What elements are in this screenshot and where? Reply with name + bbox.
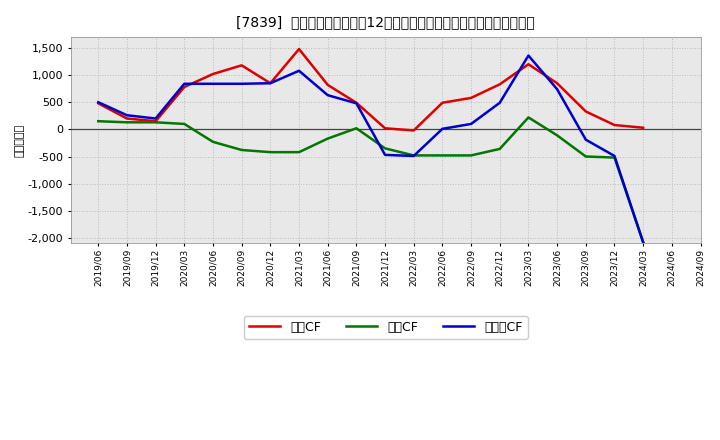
投資CF xyxy=(266,150,274,155)
Line: 投資CF: 投資CF xyxy=(99,117,643,242)
投資CF xyxy=(381,146,390,151)
営業CF xyxy=(639,125,647,130)
営業CF xyxy=(266,81,274,86)
営業CF xyxy=(467,95,475,100)
投資CF xyxy=(151,120,160,125)
フリーCF xyxy=(553,87,562,92)
投資CF xyxy=(238,147,246,153)
フリーCF xyxy=(323,92,332,98)
フリーCF xyxy=(410,153,418,158)
フリーCF xyxy=(266,81,274,86)
フリーCF xyxy=(294,68,303,73)
営業CF xyxy=(323,82,332,88)
営業CF xyxy=(122,116,131,121)
Title: [7839]  キャッシュフローの12か月移動合計の対前年同期増減額の推移: [7839] キャッシュフローの12か月移動合計の対前年同期増減額の推移 xyxy=(236,15,535,29)
フリーCF xyxy=(610,153,618,158)
投資CF xyxy=(553,133,562,138)
営業CF xyxy=(294,46,303,51)
投資CF xyxy=(438,153,446,158)
営業CF xyxy=(553,81,562,86)
Line: 営業CF: 営業CF xyxy=(99,49,643,130)
フリーCF xyxy=(238,81,246,86)
営業CF xyxy=(524,62,533,67)
フリーCF xyxy=(524,53,533,58)
営業CF xyxy=(238,62,246,68)
営業CF xyxy=(352,100,361,106)
フリーCF xyxy=(438,126,446,132)
投資CF xyxy=(122,120,131,125)
フリーCF xyxy=(639,240,647,245)
フリーCF xyxy=(495,100,504,106)
営業CF xyxy=(180,84,189,90)
Y-axis label: （百万円）: （百万円） xyxy=(15,124,25,157)
投資CF xyxy=(209,139,217,144)
Line: フリーCF: フリーCF xyxy=(99,55,643,242)
投資CF xyxy=(467,153,475,158)
営業CF xyxy=(209,71,217,77)
投資CF xyxy=(610,155,618,160)
フリーCF xyxy=(180,81,189,86)
フリーCF xyxy=(151,116,160,121)
投資CF xyxy=(495,146,504,151)
フリーCF xyxy=(381,152,390,158)
フリーCF xyxy=(94,99,103,105)
フリーCF xyxy=(467,121,475,127)
投資CF xyxy=(323,136,332,141)
営業CF xyxy=(610,122,618,128)
Legend: 営業CF, 投資CF, フリーCF: 営業CF, 投資CF, フリーCF xyxy=(244,315,528,338)
フリーCF xyxy=(352,101,361,106)
営業CF xyxy=(151,119,160,124)
投資CF xyxy=(352,126,361,131)
投資CF xyxy=(294,150,303,155)
営業CF xyxy=(410,128,418,133)
フリーCF xyxy=(209,81,217,86)
フリーCF xyxy=(122,113,131,118)
投資CF xyxy=(94,119,103,124)
投資CF xyxy=(410,153,418,158)
営業CF xyxy=(438,100,446,106)
投資CF xyxy=(639,240,647,245)
投資CF xyxy=(582,154,590,159)
営業CF xyxy=(381,126,390,131)
フリーCF xyxy=(582,137,590,142)
投資CF xyxy=(524,115,533,120)
営業CF xyxy=(582,109,590,114)
営業CF xyxy=(94,101,103,106)
投資CF xyxy=(180,121,189,127)
営業CF xyxy=(495,82,504,87)
